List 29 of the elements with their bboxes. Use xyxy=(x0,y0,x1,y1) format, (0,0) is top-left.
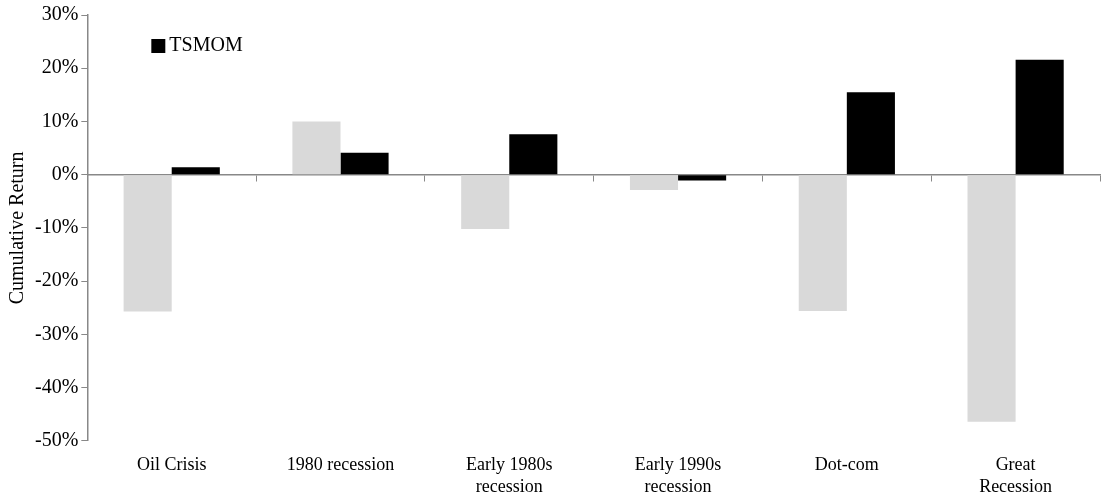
y-tick-label: 30% xyxy=(41,2,79,25)
bar xyxy=(292,121,341,175)
bar xyxy=(846,92,895,175)
bar xyxy=(1015,59,1064,175)
y-tick-label: -10% xyxy=(34,215,79,238)
x-tick-label: Early 1980s recession xyxy=(466,454,553,496)
x-tick-label: Great Recession xyxy=(979,454,1053,496)
y-tick-label: -20% xyxy=(34,268,79,291)
bar xyxy=(171,167,220,175)
y-tick-label: 10% xyxy=(41,108,79,131)
bar xyxy=(629,175,679,191)
bar xyxy=(509,134,558,175)
bar xyxy=(340,152,389,175)
y-tick-label: -30% xyxy=(34,321,79,344)
legend-label: TSMOM xyxy=(169,33,243,56)
bar xyxy=(461,175,510,229)
bar xyxy=(123,175,172,312)
y-tick-label: 20% xyxy=(41,55,79,78)
y-axis-title: Cumulative Return xyxy=(5,151,28,305)
bar xyxy=(967,175,1016,422)
y-tick-label: 0% xyxy=(51,161,79,184)
x-tick-label: Oil Crisis xyxy=(136,454,207,475)
bar xyxy=(798,175,847,311)
x-tick-label: 1980 recession xyxy=(286,454,395,475)
x-tick-label: Dot-com xyxy=(814,454,879,475)
bar xyxy=(678,175,727,181)
y-tick-label: -50% xyxy=(34,428,79,451)
y-tick-label: -40% xyxy=(34,374,79,397)
x-tick-label: Early 1990s recession xyxy=(634,454,722,496)
